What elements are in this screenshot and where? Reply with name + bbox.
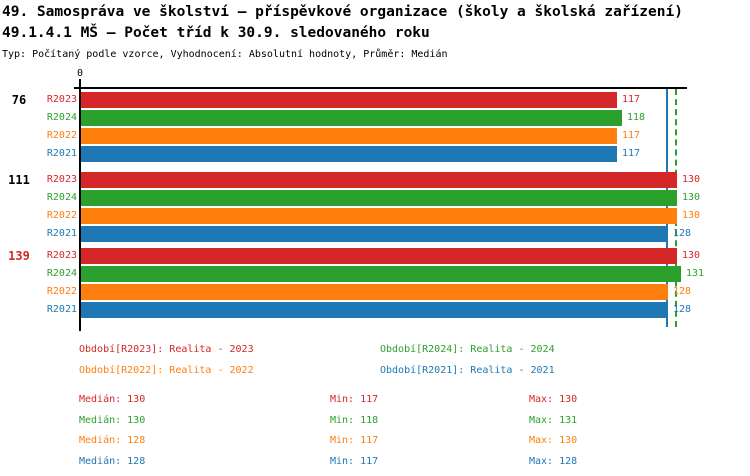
bar — [81, 266, 681, 282]
legend-item: Období[R2024]: Realita - 2024 — [380, 344, 555, 355]
bar-value-label: 130 — [682, 250, 701, 261]
bar — [81, 302, 668, 318]
bar — [81, 284, 668, 300]
bar-series-label: R2023 — [46, 174, 77, 185]
legend-item: Období[R2023]: Realita - 2023 — [79, 344, 254, 355]
bar — [81, 146, 617, 162]
bar — [81, 226, 668, 242]
bar — [81, 92, 617, 108]
bar — [81, 110, 622, 126]
stat-max: Max: 131 — [529, 415, 578, 426]
y-axis-line — [79, 79, 81, 331]
bar-value-label: 128 — [673, 286, 692, 297]
bar-series-label: R2021 — [46, 228, 77, 239]
bar-series-label: R2024 — [46, 192, 77, 203]
bar-value-label: 117 — [622, 130, 641, 141]
bar-series-label: R2022 — [46, 130, 77, 141]
bar-value-label: 118 — [627, 112, 646, 123]
legend-item: Období[R2022]: Realita - 2022 — [79, 365, 254, 376]
bar-series-label: R2024 — [46, 268, 77, 279]
stat-median: Medián: 130 — [79, 415, 146, 426]
page-title: 49. Samospráva ve školství – příspěvkové… — [2, 4, 683, 20]
stat-min: Min: 117 — [330, 435, 379, 446]
stat-median: Medián: 130 — [79, 394, 146, 405]
bar-series-label: R2023 — [46, 94, 77, 105]
group-label: 76 — [11, 93, 27, 107]
x-axis-line — [74, 87, 687, 89]
stat-median: Medián: 128 — [79, 435, 146, 446]
bar-series-label: R2022 — [46, 210, 77, 221]
bar-series-label: R2022 — [46, 286, 77, 297]
bar-series-label: R2021 — [46, 304, 77, 315]
stat-min: Min: 118 — [330, 415, 379, 426]
chart-title: 49.1.4.1 MŠ – Počet tříd k 30.9. sledova… — [2, 25, 430, 41]
bar-series-label: R2023 — [46, 250, 77, 261]
bar-value-label: 131 — [686, 268, 705, 279]
legend-item: Období[R2021]: Realita - 2021 — [380, 365, 555, 376]
bar — [81, 172, 677, 188]
bar — [81, 128, 617, 144]
stat-max: Max: 130 — [529, 394, 578, 405]
stat-min: Min: 117 — [330, 394, 379, 405]
bar — [81, 208, 677, 224]
bar-value-label: 130 — [682, 174, 701, 185]
bar-value-label: 117 — [622, 148, 641, 159]
stat-min: Min: 117 — [330, 456, 379, 467]
stat-median: Medián: 128 — [79, 456, 146, 467]
stat-max: Max: 128 — [529, 456, 578, 467]
bar-value-label: 128 — [673, 304, 692, 315]
chart-subtitle: Typ: Počítaný podle vzorce, Vyhodnocení:… — [2, 49, 448, 60]
bar-value-label: 128 — [673, 228, 692, 239]
bar — [81, 190, 677, 206]
stat-max: Max: 130 — [529, 435, 578, 446]
bar-value-label: 130 — [682, 192, 701, 203]
group-label: 111 — [8, 173, 30, 187]
bar — [81, 248, 677, 264]
group-label: 139 — [8, 249, 30, 263]
bar-value-label: 130 — [682, 210, 701, 221]
bar-series-label: R2024 — [46, 112, 77, 123]
x-axis-origin-tick-label: 0 — [76, 68, 84, 79]
bar-value-label: 117 — [622, 94, 641, 105]
bar-series-label: R2021 — [46, 148, 77, 159]
